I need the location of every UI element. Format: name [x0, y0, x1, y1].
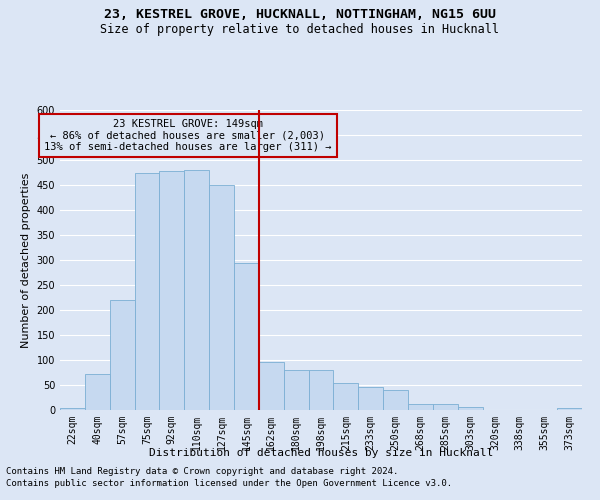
- Bar: [160, 171, 184, 410]
- Bar: [408, 404, 433, 410]
- Bar: [358, 387, 383, 410]
- Bar: [458, 406, 482, 410]
- Bar: [60, 408, 85, 410]
- Bar: [234, 262, 259, 410]
- Text: Contains public sector information licensed under the Open Government Licence v3: Contains public sector information licen…: [6, 478, 452, 488]
- Bar: [85, 374, 110, 410]
- Bar: [110, 300, 134, 410]
- Bar: [433, 404, 458, 410]
- Bar: [134, 173, 160, 410]
- Bar: [334, 383, 358, 410]
- Bar: [209, 185, 234, 410]
- Text: 23 KESTREL GROVE: 149sqm
← 86% of detached houses are smaller (2,003)
13% of sem: 23 KESTREL GROVE: 149sqm ← 86% of detach…: [44, 119, 332, 152]
- Bar: [184, 170, 209, 410]
- Bar: [557, 408, 582, 410]
- Bar: [259, 362, 284, 410]
- Text: Distribution of detached houses by size in Hucknall: Distribution of detached houses by size …: [149, 448, 493, 458]
- Bar: [308, 370, 334, 410]
- Bar: [383, 390, 408, 410]
- Text: Size of property relative to detached houses in Hucknall: Size of property relative to detached ho…: [101, 22, 499, 36]
- Bar: [284, 370, 308, 410]
- Y-axis label: Number of detached properties: Number of detached properties: [21, 172, 31, 348]
- Text: Contains HM Land Registry data © Crown copyright and database right 2024.: Contains HM Land Registry data © Crown c…: [6, 467, 398, 476]
- Text: 23, KESTREL GROVE, HUCKNALL, NOTTINGHAM, NG15 6UU: 23, KESTREL GROVE, HUCKNALL, NOTTINGHAM,…: [104, 8, 496, 20]
